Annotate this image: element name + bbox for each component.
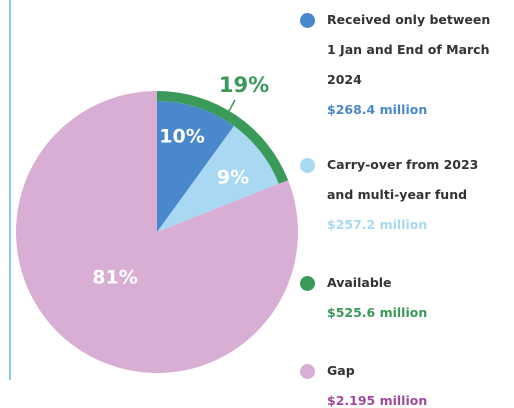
legend-dot (300, 158, 315, 173)
legend-text: Carry-over from 2023 and multi-year fund… (327, 150, 510, 240)
pie-slice (157, 126, 279, 232)
legend-item: Carry-over from 2023 and multi-year fund… (300, 150, 510, 240)
legend-amount: $257.2 million (327, 217, 428, 232)
legend-dot (300, 364, 315, 379)
legend-amount: $2.195 million (327, 393, 428, 408)
legend-name: Gap (327, 363, 355, 378)
pie-slice (15, 91, 298, 373)
legend-item: Available $525.6 million (300, 268, 510, 328)
legend-text: Gap $2.195 million (327, 356, 510, 408)
slice-label: 9% (217, 167, 249, 189)
legend-dot (300, 13, 315, 28)
pie-slice (157, 101, 234, 232)
legend-name: Carry-over from 2023 and multi-year fund (327, 157, 479, 202)
legend-item: Gap $2.195 million (300, 356, 510, 408)
ring-label: 19% (219, 73, 269, 97)
leader-line (227, 99, 236, 114)
legend-amount: $525.6 million (327, 305, 428, 320)
legend-name: Received only between 1 Jan and End of M… (327, 12, 491, 87)
legend-text: Received only between 1 Jan and End of M… (327, 5, 510, 125)
legend-amount: $268.4 million (327, 102, 428, 117)
legend-name: Available (327, 275, 392, 290)
slice-label: 81% (92, 267, 137, 289)
legend-text: Available $525.6 million (327, 268, 510, 328)
legend-item: Received only between 1 Jan and End of M… (300, 5, 510, 125)
ring-arc (156, 91, 289, 184)
legend-dot (300, 276, 315, 291)
slice-label: 10% (159, 126, 204, 148)
